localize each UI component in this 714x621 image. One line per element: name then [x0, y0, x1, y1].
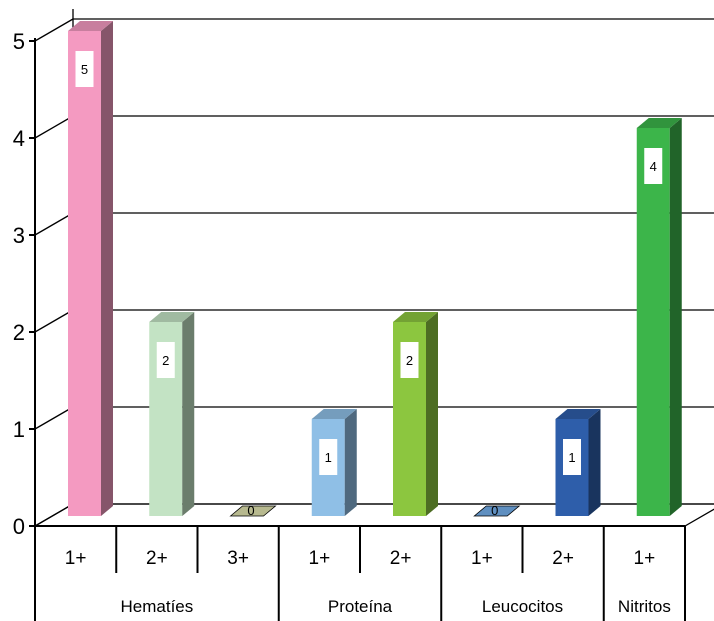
bar-side	[101, 21, 113, 516]
data-label: 5	[81, 62, 88, 77]
bar-top	[636, 118, 682, 128]
y-tick-label: 1	[13, 417, 25, 442]
bar-side	[669, 118, 682, 516]
bar-leucocitos-1plus	[473, 505, 521, 517]
bar-top	[473, 505, 521, 517]
grid-layer	[32, 9, 714, 527]
bar-top	[393, 312, 438, 322]
x-group-label: Hematíes	[121, 597, 194, 616]
label-layer: 5 2 0 1 2 0 1 4	[75, 51, 663, 518]
x-group-label: Proteína	[328, 597, 393, 616]
axis-layer: 0 1 2 3 4 5	[13, 18, 74, 539]
bar-side	[426, 312, 438, 516]
data-label-box	[563, 439, 581, 475]
y-tick-label: 4	[13, 126, 25, 151]
bar-leucocitos-2plus	[555, 409, 601, 516]
x-category-label: 3+	[227, 548, 249, 569]
data-label-box	[644, 148, 663, 184]
x-group-label: Leucocitos	[482, 597, 563, 616]
bar-side	[182, 312, 195, 516]
y-tick-label: 0	[13, 514, 25, 539]
x-category-label: 1+	[634, 548, 656, 569]
y-depth-line	[34, 309, 74, 333]
data-label-box	[156, 342, 175, 378]
y-depth-line	[34, 18, 74, 42]
bar-side	[588, 409, 601, 516]
y-depth-line	[34, 406, 74, 430]
data-label: 4	[650, 159, 657, 174]
bar-top	[149, 312, 195, 322]
bar-hematíes-1plus	[68, 21, 113, 516]
bar-top	[229, 505, 277, 517]
x-group-label: Nitritos	[618, 597, 671, 616]
data-label: 1	[325, 450, 332, 465]
data-label: 1	[568, 450, 575, 465]
bar-nitritos-1plus	[636, 118, 682, 516]
bar-side	[344, 409, 357, 516]
y-depth-line	[34, 115, 74, 139]
data-label-box	[319, 439, 338, 475]
bar-top	[68, 21, 113, 31]
y-depth-line	[34, 212, 74, 236]
bar-front	[636, 128, 670, 516]
y-tick-label: 5	[13, 29, 25, 54]
data-label: 2	[162, 353, 169, 368]
y-depth-line	[34, 503, 74, 527]
data-label-box	[75, 51, 94, 87]
bar-front	[68, 31, 101, 516]
bar-top	[311, 409, 357, 419]
y-tick-label: 3	[13, 223, 25, 248]
category-axis: 1+ 2+ 3+ 1+ 2+ 1+ 2+ 1+ Hematíes Proteína Leucocit…	[34, 525, 686, 621]
x-category-label: 2+	[552, 548, 574, 569]
y-tick-label: 2	[13, 320, 25, 345]
bar-top	[555, 409, 601, 419]
data-label: 0	[247, 503, 254, 518]
data-label-box	[400, 342, 419, 378]
x-category-label: 1+	[65, 548, 87, 569]
x-category-label: 2+	[390, 548, 412, 569]
bar-hematíes-3plus	[229, 505, 277, 517]
data-label: 0	[491, 503, 498, 518]
chart-floor	[32, 503, 714, 527]
x-category-label: 1+	[471, 548, 493, 569]
data-label: 2	[406, 353, 413, 368]
x-category-label: 2+	[146, 548, 168, 569]
x-category-label: 1+	[309, 548, 331, 569]
bar-layer	[68, 21, 682, 517]
